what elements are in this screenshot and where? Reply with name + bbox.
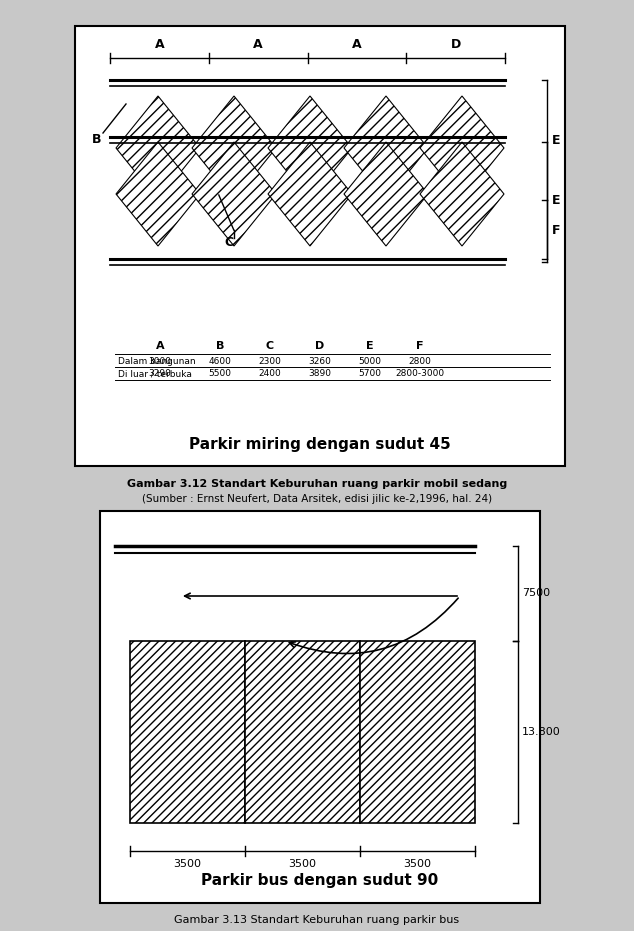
Polygon shape [344, 96, 428, 200]
Text: A: A [155, 38, 164, 51]
Polygon shape [116, 96, 200, 200]
Polygon shape [192, 142, 276, 246]
Text: 2400: 2400 [259, 370, 281, 379]
Text: A: A [254, 38, 263, 51]
Text: D: D [451, 38, 461, 51]
Polygon shape [192, 96, 276, 200]
Text: 2800: 2800 [408, 357, 432, 366]
Text: 3260: 3260 [309, 357, 332, 366]
Text: F: F [552, 224, 560, 237]
Text: Di luar / terbuka: Di luar / terbuka [118, 370, 192, 379]
Bar [245, 641, 360, 823]
Text: C: C [224, 236, 233, 249]
Bar [75, 26, 565, 466]
Bar [360, 641, 475, 823]
Text: 4600: 4600 [209, 357, 231, 366]
Text: 2800-3000: 2800-3000 [396, 370, 444, 379]
Text: D: D [315, 341, 325, 351]
Text: 5700: 5700 [358, 370, 382, 379]
Text: E: E [366, 341, 374, 351]
Text: Gambar 3.12 Standart Keburuhan ruang parkir mobil sedang: Gambar 3.12 Standart Keburuhan ruang par… [127, 479, 507, 489]
Text: 2300: 2300 [259, 357, 281, 366]
Text: 5000: 5000 [358, 357, 382, 366]
Text: 7500: 7500 [522, 588, 550, 599]
Text: 3000: 3000 [148, 357, 172, 366]
Text: A: A [156, 341, 164, 351]
Text: Parkir miring dengan sudut 45: Parkir miring dengan sudut 45 [189, 437, 451, 452]
Text: F: F [417, 341, 424, 351]
Polygon shape [268, 142, 352, 246]
Polygon shape [344, 142, 428, 246]
Text: A: A [352, 38, 361, 51]
Polygon shape [420, 142, 504, 246]
Text: 3500: 3500 [174, 859, 202, 869]
Text: 5500: 5500 [209, 370, 231, 379]
Text: 3890: 3890 [309, 370, 332, 379]
Bar [100, 511, 540, 903]
Polygon shape [116, 142, 200, 246]
Text: E: E [552, 133, 560, 146]
Text: 13.800: 13.800 [522, 727, 560, 737]
Text: (Sumber : Ernst Neufert, Data Arsitek, edisi jilic ke-2,1996, hal. 24): (Sumber : Ernst Neufert, Data Arsitek, e… [142, 494, 492, 504]
Polygon shape [268, 96, 352, 200]
Text: 3500: 3500 [288, 859, 316, 869]
Text: B: B [91, 133, 101, 146]
Text: Dalam bangunan: Dalam bangunan [118, 357, 196, 366]
Text: Gambar 3.13 Standart Keburuhan ruang parkir bus: Gambar 3.13 Standart Keburuhan ruang par… [174, 915, 460, 925]
Text: E: E [552, 194, 560, 207]
Polygon shape [420, 96, 504, 200]
Text: C: C [266, 341, 274, 351]
Text: Parkir bus dengan sudut 90: Parkir bus dengan sudut 90 [202, 873, 439, 888]
Text: 3500: 3500 [403, 859, 432, 869]
Text: 3290: 3290 [148, 370, 171, 379]
Text: B: B [216, 341, 224, 351]
Bar [130, 641, 245, 823]
